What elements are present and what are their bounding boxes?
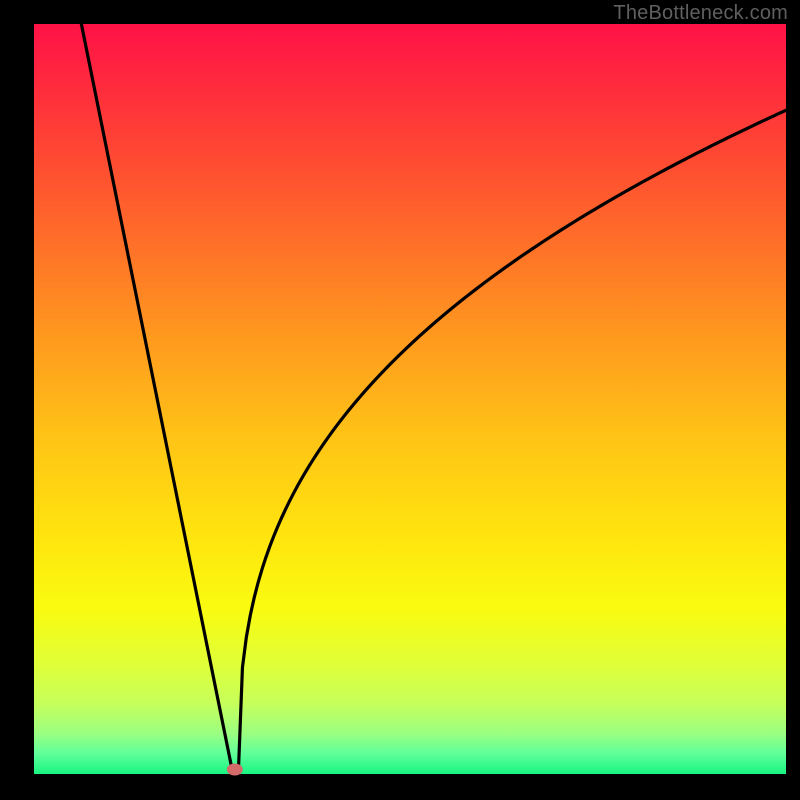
attribution-text: TheBottleneck.com bbox=[613, 2, 788, 25]
bottleneck-curve-left bbox=[81, 24, 231, 768]
bottleneck-curve-right bbox=[239, 110, 786, 768]
curve-layer bbox=[34, 24, 786, 774]
minimum-marker bbox=[227, 764, 243, 776]
plot-area bbox=[34, 24, 786, 774]
